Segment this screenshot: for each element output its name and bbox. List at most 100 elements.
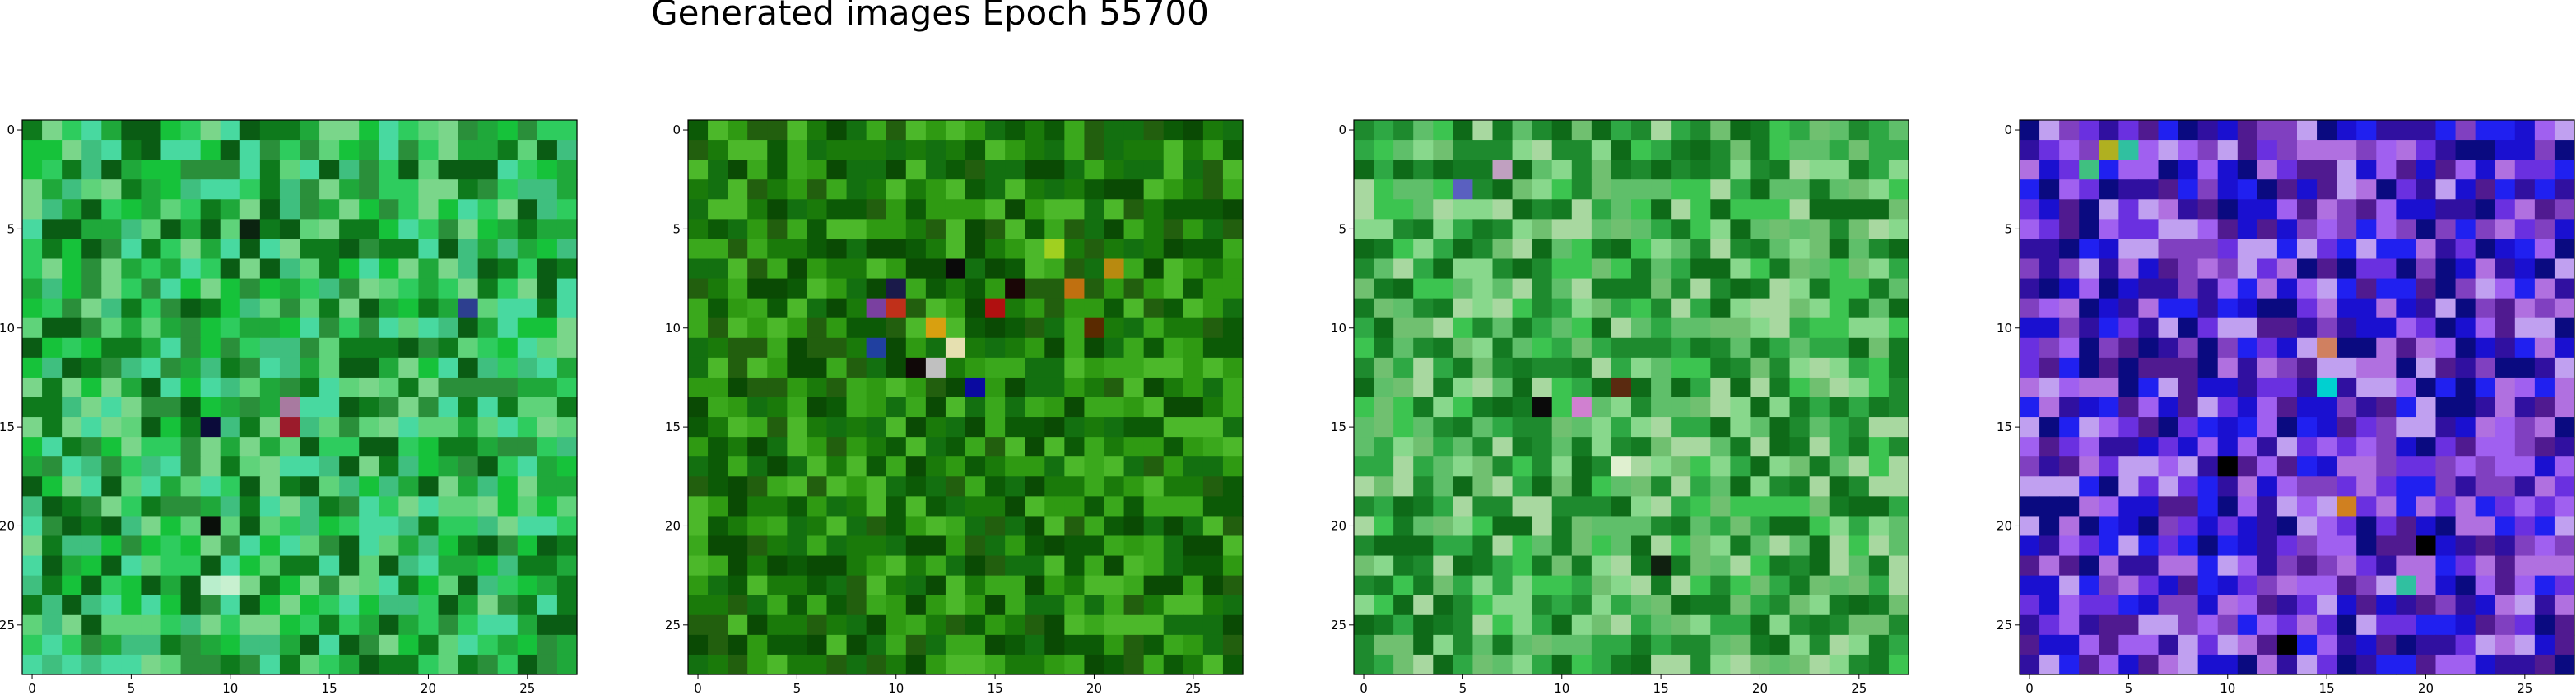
pixel-cell xyxy=(2317,476,2337,497)
pixel-cell xyxy=(1631,317,1652,339)
pixel-cell xyxy=(747,179,768,200)
pixel-cell xyxy=(418,595,439,616)
pixel-cell xyxy=(359,575,379,596)
pixel-cell xyxy=(1354,456,1374,477)
pixel-cell xyxy=(767,377,788,398)
pixel-cell xyxy=(2079,417,2099,438)
pixel-cell xyxy=(965,614,986,636)
pixel-cell xyxy=(1222,516,1244,537)
pixel-cell xyxy=(1888,160,1909,180)
pixel-cell xyxy=(807,496,828,517)
pixel-cell xyxy=(180,397,202,418)
pixel-cell xyxy=(141,397,162,418)
pixel-cell xyxy=(2495,496,2516,517)
pixel-cell xyxy=(985,575,1006,596)
pixel-cell xyxy=(965,496,986,517)
pixel-cell xyxy=(1789,456,1811,477)
pixel-cell xyxy=(985,317,1006,339)
pixel-cell xyxy=(2376,614,2397,636)
pixel-cell xyxy=(1354,496,1374,517)
pixel-cell xyxy=(1512,278,1533,299)
pixel-cell xyxy=(2118,654,2140,675)
pixel-cell xyxy=(22,278,43,299)
pixel-cell xyxy=(1848,516,1870,537)
pixel-cell xyxy=(747,278,768,299)
pixel-cell xyxy=(1413,120,1434,141)
pixel-cell xyxy=(180,654,202,675)
pixel-cell xyxy=(1453,614,1474,636)
pixel-cell xyxy=(2197,199,2219,220)
pixel-cell xyxy=(2059,337,2080,359)
pixel-cell xyxy=(497,298,518,319)
pixel-cell xyxy=(1571,535,1593,557)
pixel-cell xyxy=(2079,219,2099,240)
pixel-cell xyxy=(2554,377,2575,398)
pixel-cell xyxy=(2376,357,2397,378)
pixel-cell xyxy=(497,456,518,477)
pixel-cell xyxy=(866,298,887,319)
pixel-cell xyxy=(81,476,102,497)
pixel-cell xyxy=(1393,120,1414,141)
pixel-cell xyxy=(905,357,927,378)
pixel-cell xyxy=(1848,535,1870,557)
pixel-cell xyxy=(160,160,182,180)
pixel-cell xyxy=(62,377,82,398)
pixel-cell xyxy=(1025,496,1045,517)
pixel-cell xyxy=(1064,555,1086,577)
pixel-cell xyxy=(1631,476,1652,497)
pixel-cell xyxy=(925,535,946,557)
pixel-cell xyxy=(22,239,43,260)
pixel-cell xyxy=(1163,120,1184,141)
pixel-cell xyxy=(1532,199,1553,220)
pixel-cell xyxy=(826,614,848,636)
pixel-cell xyxy=(239,476,261,497)
pixel-cell xyxy=(2138,278,2160,299)
pixel-cell xyxy=(1690,456,1711,477)
pixel-cell xyxy=(200,357,221,378)
pixel-cell xyxy=(379,140,399,160)
pixel-cell xyxy=(1671,120,1691,141)
pixel-cell xyxy=(339,614,360,636)
pixel-cell xyxy=(398,199,420,220)
axes-frame xyxy=(21,119,578,675)
pixel-cell xyxy=(62,654,82,675)
pixel-cell xyxy=(1809,555,1830,577)
pixel-cell xyxy=(1025,160,1045,180)
pixel-cell xyxy=(2138,377,2160,398)
pixel-cell xyxy=(747,595,768,616)
pixel-cell xyxy=(846,317,867,339)
pixel-cell xyxy=(767,298,788,319)
pixel-cell xyxy=(1551,278,1573,299)
pixel-cell xyxy=(1374,614,1394,636)
pixel-cell xyxy=(2337,397,2357,418)
pixel-cell xyxy=(2237,199,2258,220)
pixel-cell xyxy=(886,614,907,636)
pixel-cell xyxy=(1123,456,1145,477)
pixel-cell xyxy=(2376,476,2397,497)
pixel-cell xyxy=(1005,120,1025,141)
pixel-cell xyxy=(537,120,558,141)
pixel-cell xyxy=(160,120,182,141)
pixel-cell xyxy=(279,357,300,378)
pixel-cell xyxy=(2158,417,2179,438)
pixel-cell xyxy=(2495,179,2516,200)
pixel-cell xyxy=(22,140,43,160)
pixel-cell xyxy=(1202,258,1224,280)
pixel-cell xyxy=(22,634,43,656)
pixel-cell xyxy=(1202,160,1224,180)
pixel-cell xyxy=(2276,397,2298,418)
pixel-cell xyxy=(2495,535,2516,557)
pixel-cell xyxy=(1730,575,1751,596)
pixel-cell xyxy=(2297,397,2318,418)
pixel-cell xyxy=(1222,357,1244,378)
pixel-cell xyxy=(1472,535,1494,557)
pixel-cell xyxy=(1631,239,1652,260)
pixel-cell xyxy=(2495,456,2516,477)
pixel-cell xyxy=(1591,417,1612,438)
pixel-cell xyxy=(965,298,986,319)
pixel-cell xyxy=(1551,456,1573,477)
pixel-cell xyxy=(1671,337,1691,359)
pixel-cell xyxy=(846,298,867,319)
pixel-cell xyxy=(300,140,320,160)
